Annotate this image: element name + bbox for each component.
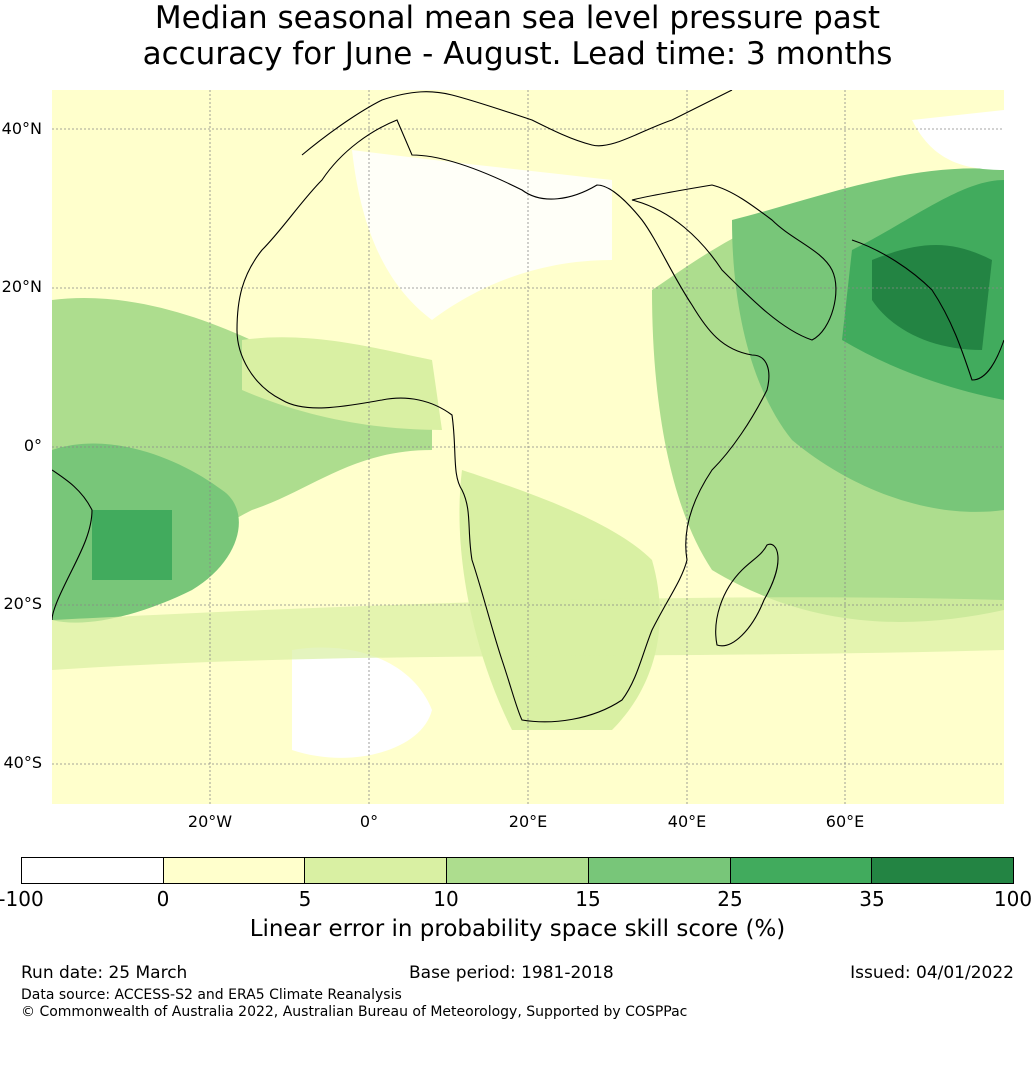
- colorbar-label: Linear error in probability space skill …: [249, 916, 786, 942]
- colorbar-segment: [163, 858, 306, 883]
- colorbar-tick: 10: [433, 887, 459, 911]
- coast-arabia: [631, 184, 837, 341]
- coast-europe-south: [301, 90, 733, 156]
- lon-label-40e: 40°E: [667, 812, 707, 831]
- skill-score-map: [52, 90, 1004, 804]
- shade-atlantic-dark: [92, 510, 172, 580]
- lat-label-40s: 40°S: [3, 753, 42, 772]
- map-svg: [52, 90, 1004, 804]
- colorbar-tick: 0: [156, 887, 170, 911]
- skill-shading: [52, 110, 1004, 758]
- title-line-2: accuracy for June - August. Lead time: 3…: [142, 36, 893, 72]
- shade-white-sahara: [352, 150, 612, 320]
- coast-india: [851, 239, 1004, 381]
- colorbar-segment: [447, 858, 589, 883]
- data-source: Data source: ACCESS-S2 and ERA5 Climate …: [21, 987, 402, 1003]
- copyright: © Commonwealth of Australia 2022, Austra…: [21, 1004, 688, 1020]
- issued-date: Issued: 04/01/2022: [850, 963, 1014, 983]
- lon-label-60e: 60°E: [825, 812, 865, 831]
- lat-label-40n: 40°N: [1, 119, 42, 138]
- shade-west-africa: [242, 337, 442, 430]
- colorbar-segment: [588, 858, 731, 883]
- graticule: [52, 90, 1004, 804]
- shade-south-africa: [459, 470, 660, 730]
- run-date: Run date: 25 March: [21, 963, 188, 983]
- shade-south-band: [52, 597, 1004, 670]
- lat-label-20s: 20°S: [3, 594, 42, 613]
- colorbar-tick: -100: [0, 887, 44, 911]
- lon-label-20e: 20°E: [508, 812, 548, 831]
- coast-south-america: [52, 469, 93, 621]
- coast-africa: [236, 119, 770, 723]
- colorbar-segment: [730, 858, 873, 883]
- shade-white-south-atlantic: [292, 647, 432, 758]
- base-period: Base period: 1981-2018: [409, 963, 614, 983]
- coastlines: [52, 90, 1004, 723]
- colorbar-tick: 25: [717, 887, 743, 911]
- colorbar-segment: [305, 858, 448, 883]
- lat-label-20n: 20°N: [1, 277, 42, 296]
- shade-india-dark: [872, 245, 992, 350]
- chart-title: Median seasonal mean sea level pressure …: [0, 0, 1035, 72]
- colorbar-tick: 100: [993, 887, 1033, 911]
- lon-label-0: 0°: [359, 812, 379, 831]
- coast-madagascar: [715, 543, 779, 647]
- lat-label-eq: 0°: [23, 436, 42, 455]
- shade-white-ne: [912, 110, 1004, 170]
- colorbar-tick: 5: [298, 887, 312, 911]
- lon-label-20w: 20°W: [187, 812, 233, 831]
- colorbar-segment: [872, 858, 1014, 883]
- colorbar-tick: 15: [575, 887, 601, 911]
- colorbar-segment: [22, 858, 164, 883]
- colorbar-tick: 35: [859, 887, 885, 911]
- title-line-1: Median seasonal mean sea level pressure …: [154, 0, 881, 36]
- colorbar: [21, 857, 1014, 884]
